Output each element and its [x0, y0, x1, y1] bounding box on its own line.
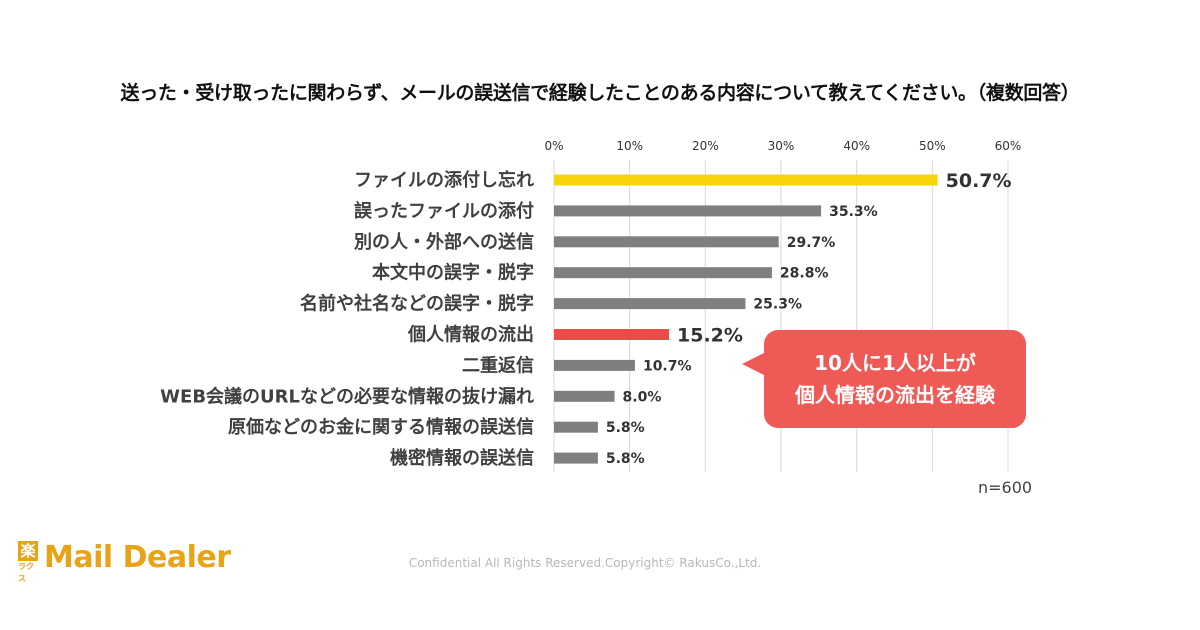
callout-line-1: 10人に1人以上が — [814, 351, 976, 375]
mail-dealer-logo: 楽 ラクス Mail Dealer — [18, 537, 231, 583]
category-label: 本文中の誤字・脱字 — [372, 262, 534, 284]
x-tick-label: 50% — [919, 139, 946, 153]
bar — [554, 205, 822, 217]
category-label: 別の人・外部への送信 — [354, 231, 534, 253]
callout-pointer — [742, 352, 766, 376]
category-label: WEB会議のURLなどの必要な情報の抜け漏れ — [160, 385, 534, 407]
chart-title: 送った・受け取ったに関わらず、メールの誤送信で経験したことのある内容について教え… — [120, 82, 1080, 104]
value-label: 8.0% — [623, 389, 662, 405]
value-label: 5.8% — [606, 420, 645, 436]
x-tick-label: 0% — [544, 139, 563, 153]
x-tick-label: 60% — [995, 139, 1022, 153]
bar — [554, 329, 670, 340]
value-label: 25.3% — [753, 297, 802, 313]
bar — [554, 236, 779, 248]
highlight-callout: 10人に1人以上が 個人情報の流出を経験 — [764, 330, 1026, 428]
x-tick-label: 40% — [843, 139, 870, 153]
category-label: ファイルの添付し忘れ — [354, 169, 534, 191]
bar — [554, 267, 772, 279]
x-tick-label: 20% — [692, 139, 719, 153]
category-label: 誤ったファイルの添付 — [354, 200, 534, 222]
sample-size-note: n=600 — [978, 478, 1033, 497]
value-label: 35.3% — [829, 204, 878, 220]
x-tick-label: 10% — [616, 139, 643, 153]
value-label: 28.8% — [780, 266, 829, 282]
category-label: 名前や社名などの誤字・脱字 — [300, 293, 534, 315]
logo-mark-kanji: 楽 — [18, 541, 38, 561]
value-label: 50.7% — [946, 170, 1012, 192]
bar — [554, 390, 615, 402]
value-label: 5.8% — [606, 451, 645, 467]
category-label: 個人情報の流出 — [407, 324, 534, 346]
logo-mark-sub: ラクス — [18, 562, 34, 583]
category-label: 二重返信 — [462, 354, 534, 376]
rakus-logo-icon: 楽 ラクス — [18, 541, 38, 583]
copyright-footer: Confidential All Rights Reserved.Copyrig… — [408, 556, 762, 570]
bar — [554, 174, 938, 186]
logo-text: Mail Dealer — [44, 539, 231, 575]
bar — [554, 298, 746, 310]
category-label: 機密情報の誤送信 — [390, 447, 534, 469]
bar — [554, 421, 598, 433]
value-label: 29.7% — [787, 235, 836, 251]
category-label: 原価などのお金に関する情報の誤送信 — [228, 416, 534, 438]
value-label: 15.2% — [677, 325, 743, 347]
bar — [554, 452, 598, 464]
bar — [554, 359, 635, 371]
x-tick-label: 30% — [768, 139, 795, 153]
value-label: 10.7% — [643, 358, 692, 374]
callout-line-2: 個人情報の流出を経験 — [795, 383, 995, 407]
